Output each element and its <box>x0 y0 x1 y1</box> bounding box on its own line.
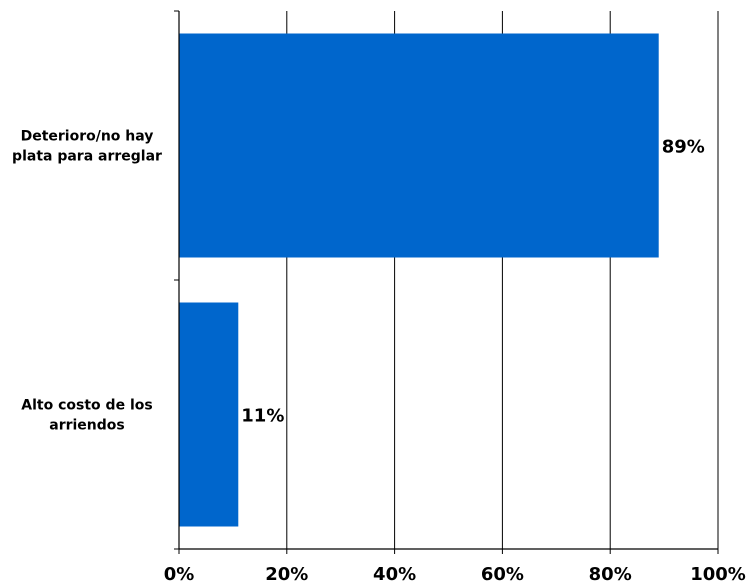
bar-2 <box>179 302 239 527</box>
bar-1 <box>179 33 659 258</box>
labels: 89% Deterioro/no hay plata para arreglar 11… <box>12 129 746 585</box>
category-label-1-line-1: Deterioro/no hay <box>21 129 154 145</box>
x-tick-label-80: 80% <box>589 564 632 585</box>
x-tick-label-60: 60% <box>481 564 524 585</box>
data-label-2: 11% <box>241 406 284 427</box>
bars <box>179 33 659 527</box>
category-label-2-line-2: arriendos <box>49 418 125 434</box>
category-label-2-line-1: Alto costo de los <box>21 398 152 414</box>
x-tick-label-40: 40% <box>373 564 416 585</box>
x-tick-label-100: 100% <box>690 564 746 585</box>
x-tick-label-0: 0% <box>164 564 195 585</box>
x-tick-label-20: 20% <box>265 564 308 585</box>
category-label-1-line-2: plata para arreglar <box>12 149 162 165</box>
data-label-1: 89% <box>662 137 705 158</box>
axes <box>174 10 719 554</box>
